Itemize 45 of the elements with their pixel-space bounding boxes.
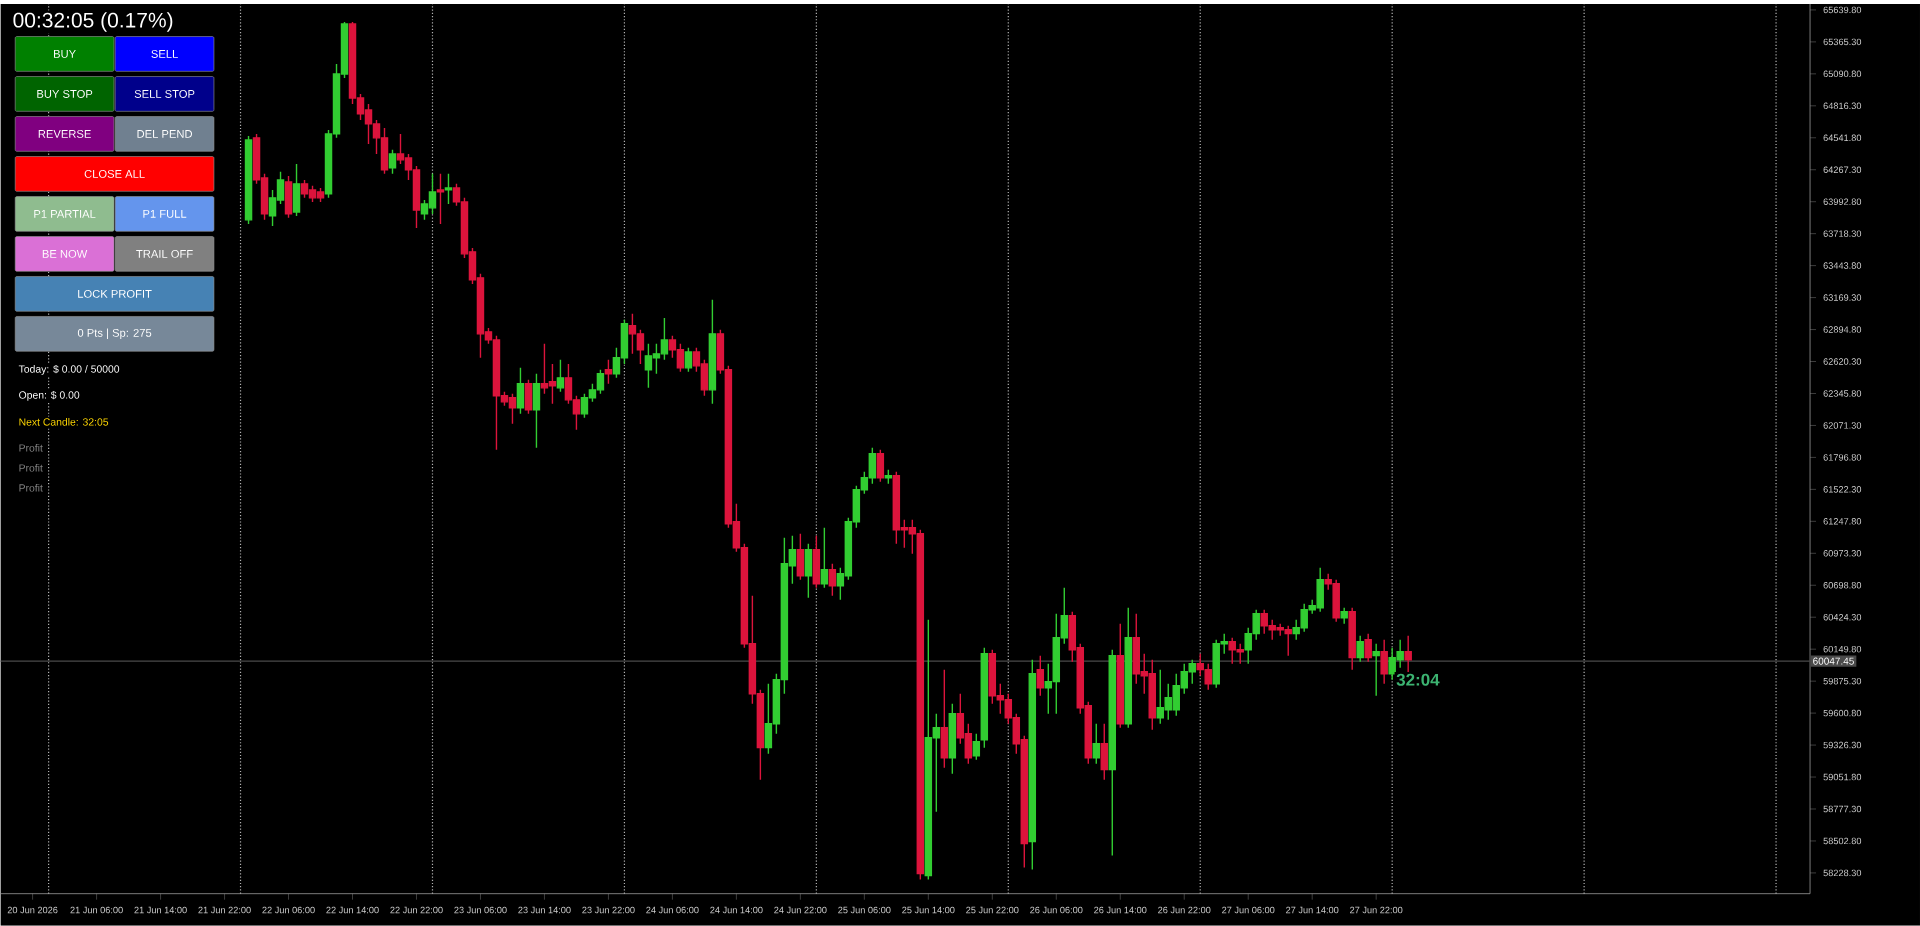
candlestick [1388,647,1396,681]
candlestick [1212,639,1220,689]
candlestick [884,469,893,485]
candlestick [596,369,605,395]
candlestick [308,185,317,203]
candlestick [804,543,813,599]
candlestick [388,149,397,175]
candlestick [1236,643,1244,665]
candlestick [1380,639,1388,685]
candlestick [1316,567,1324,613]
annotation: 32:04 [1396,673,1440,686]
candlestick [428,173,437,215]
candlestick [1332,579,1340,623]
candlestick [1348,607,1356,671]
candlestick [316,187,325,203]
candlestick [492,335,501,451]
candlestick [532,373,541,449]
candlestick [556,359,565,393]
candlestick [604,359,613,385]
candlestick [1100,723,1109,781]
candlestick [1340,607,1348,625]
candlestick [1356,635,1364,663]
candlestick [1372,643,1380,697]
candlestick [1092,723,1101,765]
candlestick [820,527,829,589]
candlestick [292,163,301,217]
candlestick [300,179,309,199]
candlestick [1260,609,1268,635]
candlestick [1404,635,1412,677]
candlestick [940,669,949,769]
candlestick [676,343,685,373]
candlestick [644,343,653,389]
candlestick [1284,625,1292,657]
annotation: 00:32:05 (0.17%) [13,12,173,32]
candlestick [924,619,933,881]
candlestick [444,173,453,205]
candlestick [1228,637,1236,665]
candlestick [436,173,445,225]
candlestick [708,299,717,405]
candlestick [684,347,693,373]
candlestick [1036,655,1045,697]
candlestick [1300,603,1308,633]
candlestick [1156,669,1164,725]
candlestick [1364,633,1372,663]
candlestick [508,393,517,425]
